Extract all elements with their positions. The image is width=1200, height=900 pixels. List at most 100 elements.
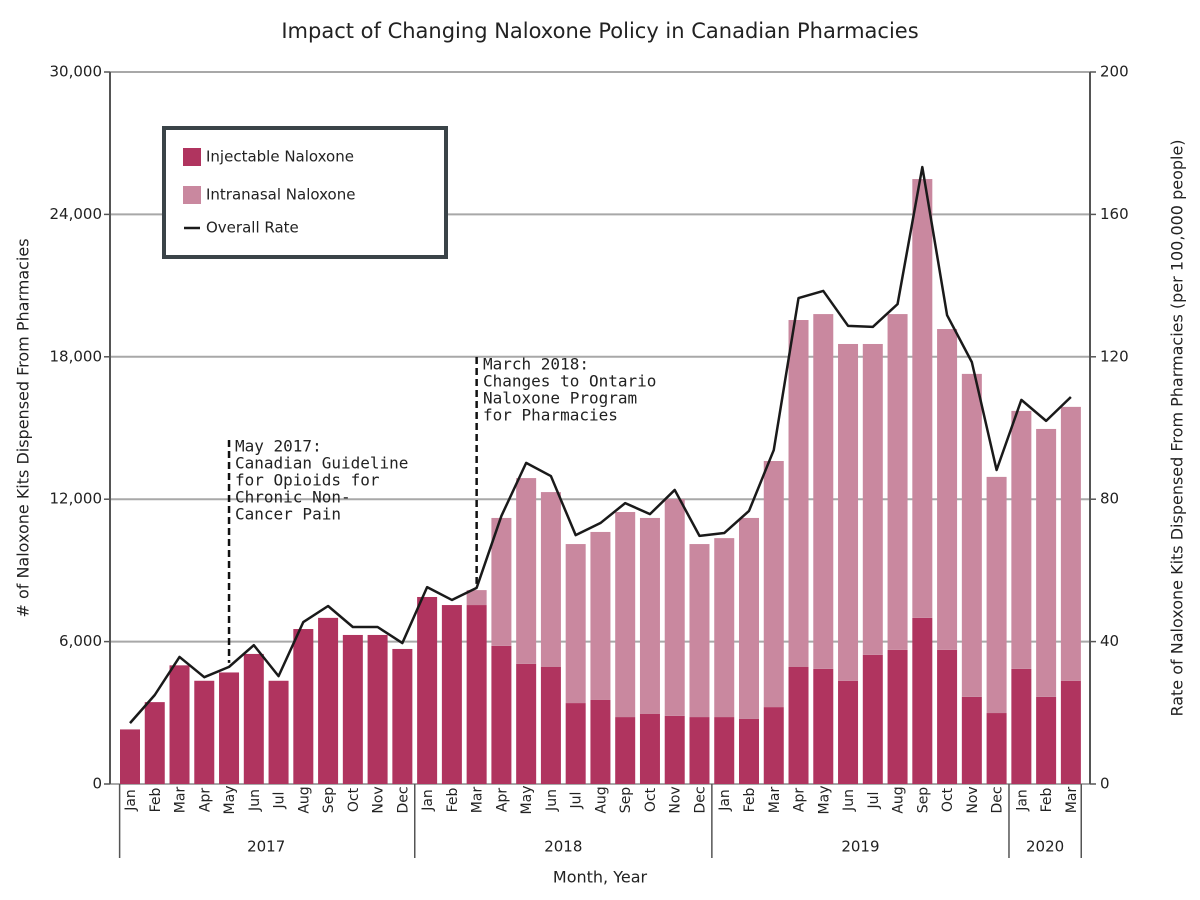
bar xyxy=(912,179,933,618)
x-tick-label: Jun xyxy=(544,789,560,812)
bar xyxy=(664,498,685,716)
bar xyxy=(318,617,339,784)
bar xyxy=(1011,410,1032,669)
bar xyxy=(937,649,958,784)
x-axis-title: Month, Year xyxy=(553,868,648,887)
bar xyxy=(986,713,1007,784)
x-tick-label: Aug xyxy=(593,786,609,813)
bar xyxy=(615,717,636,784)
x-tick-label: Nov xyxy=(965,786,981,813)
bar xyxy=(887,649,908,784)
bar xyxy=(491,517,512,646)
bar xyxy=(516,478,537,664)
bar xyxy=(986,476,1007,714)
bar xyxy=(1011,668,1032,784)
bar xyxy=(590,699,611,784)
y2-tick-label: 80 xyxy=(1100,490,1119,508)
x-tick-label: Sep xyxy=(618,787,634,814)
x-group-label: 2019 xyxy=(841,838,879,856)
annotation-text: Naloxone Program xyxy=(483,389,637,408)
bar xyxy=(219,672,240,784)
x-tick-label: Apr xyxy=(197,788,213,812)
annotation-text: Changes to Ontario xyxy=(483,372,656,391)
bar xyxy=(639,517,660,714)
bar xyxy=(862,654,883,784)
bar xyxy=(838,343,859,681)
bar xyxy=(714,717,735,784)
bar xyxy=(813,668,834,784)
bar xyxy=(788,320,809,667)
bar xyxy=(1060,680,1081,784)
y-tick-label: 6,000 xyxy=(59,632,102,650)
x-tick-label: Apr xyxy=(792,788,808,812)
x-group-label: 2018 xyxy=(544,838,582,856)
y2-tick-label: 40 xyxy=(1100,632,1119,650)
y-tick-label: 30,000 xyxy=(50,63,103,81)
y2-tick-label: 160 xyxy=(1100,205,1129,223)
bar xyxy=(739,517,759,719)
y2-tick-label: 0 xyxy=(1100,775,1110,793)
x-tick-label: Jan xyxy=(420,789,436,812)
annotation-text: Canadian Guideline xyxy=(235,454,408,473)
bar xyxy=(664,715,685,784)
bar xyxy=(243,653,264,784)
x-tick-label: Nov xyxy=(371,786,387,813)
bar xyxy=(689,717,710,784)
bar xyxy=(565,703,586,784)
x-tick-label: May xyxy=(519,786,535,815)
x-tick-label: May xyxy=(816,786,832,815)
x-tick-label: Jun xyxy=(247,789,263,812)
x-tick-label: Jan xyxy=(717,789,733,812)
x-tick-label: Sep xyxy=(321,787,337,814)
bar xyxy=(714,538,735,718)
x-tick-label: Oct xyxy=(940,787,956,812)
bar xyxy=(540,666,561,784)
bar xyxy=(813,314,834,669)
bar xyxy=(516,663,537,784)
bar xyxy=(293,629,314,784)
annotation-text: for Opioids for xyxy=(235,471,380,490)
x-tick-label: Jan xyxy=(1014,789,1030,812)
bar xyxy=(540,492,561,667)
bar xyxy=(169,665,190,784)
y-tick-label: 0 xyxy=(92,775,102,793)
bar xyxy=(417,596,438,784)
legend-box xyxy=(162,126,448,259)
legend-label: Overall Rate xyxy=(206,219,299,237)
bar xyxy=(1036,428,1057,697)
bar xyxy=(862,343,883,655)
bar xyxy=(144,702,165,784)
chart-title: Impact of Changing Naloxone Policy in Ca… xyxy=(281,19,918,43)
legend-swatch xyxy=(183,148,201,166)
bar xyxy=(392,648,413,784)
x-tick-label: Jul xyxy=(569,792,585,810)
x-tick-label: Aug xyxy=(296,786,312,813)
x-tick-label: Nov xyxy=(668,786,684,813)
annotation-text: May 2017: xyxy=(235,437,322,456)
bar xyxy=(615,512,636,718)
bar xyxy=(689,544,710,718)
y-tick-label: 12,000 xyxy=(50,490,103,508)
bar xyxy=(268,680,289,784)
bar xyxy=(961,696,982,784)
legend-label: Intranasal Naloxone xyxy=(206,186,355,204)
bar xyxy=(838,680,859,784)
x-tick-label: Sep xyxy=(915,787,931,814)
x-tick-label: May xyxy=(222,786,238,815)
x-group-label: 2017 xyxy=(247,838,285,856)
bar xyxy=(1060,406,1081,681)
y-tick-label: 18,000 xyxy=(50,347,103,365)
bar xyxy=(887,314,908,650)
bar xyxy=(590,531,611,700)
bar xyxy=(565,544,586,704)
annotation-text: for Pharmacies xyxy=(483,406,618,425)
bar xyxy=(912,617,933,784)
x-tick-label: Feb xyxy=(445,787,461,812)
x-tick-label: Jul xyxy=(866,792,882,810)
annotation-text: March 2018: xyxy=(483,355,589,374)
x-tick-label: Mar xyxy=(173,787,189,814)
bar xyxy=(1036,696,1057,784)
x-tick-label: Jan xyxy=(123,789,139,812)
bar xyxy=(466,605,487,784)
